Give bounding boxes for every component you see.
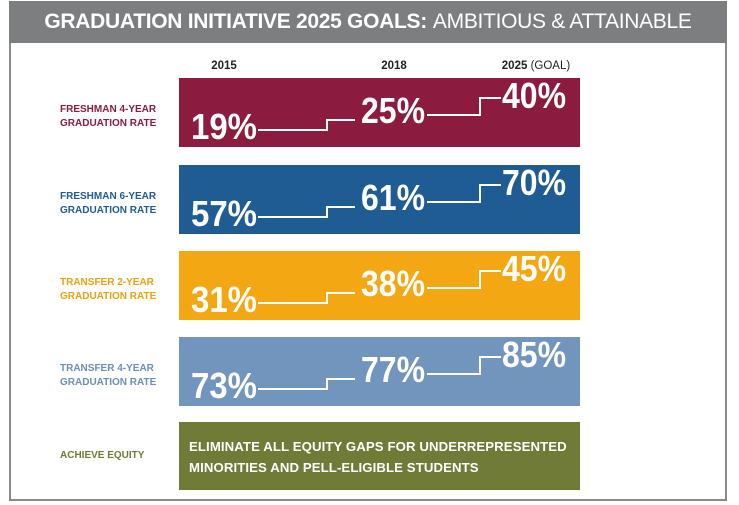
rate-bar: 31% 38% 45% xyxy=(179,251,580,320)
row-label-line: GRADUATION RATE xyxy=(60,291,157,302)
rate-bar: 73% 77% 85% xyxy=(179,337,580,406)
rate-value: 73% xyxy=(191,365,257,406)
column-year: 2015 xyxy=(211,60,237,72)
row-label-line: TRANSFER 4-YEAR xyxy=(60,363,154,374)
equity-label: ACHIEVE EQUITY xyxy=(60,450,145,461)
step-connector xyxy=(258,97,501,131)
step-connector xyxy=(258,356,501,390)
rate-value: 25% xyxy=(361,90,425,131)
column-header-2025: 2025 (GOAL) xyxy=(502,60,570,72)
equity-goal-line2: MINORITIES AND PELL-ELIGIBLE STUDENTS xyxy=(189,460,479,475)
row-label-line: GRADUATION RATE xyxy=(60,205,157,216)
rate-value: 57% xyxy=(191,193,257,234)
row-label-achieve-equity: ACHIEVE EQUITY xyxy=(60,449,176,463)
rate-value: 45% xyxy=(502,251,566,289)
chart-title-bold: GRADUATION INITIATIVE 2025 GOALS: xyxy=(44,10,427,33)
rate-value: 38% xyxy=(361,263,425,304)
column-note: (GOAL) xyxy=(530,60,571,72)
rate-value: 19% xyxy=(191,106,257,147)
step-connector xyxy=(258,270,501,304)
rate-value: 70% xyxy=(502,165,566,203)
row-label-line: GRADUATION RATE xyxy=(60,377,157,388)
rate-bar-graphic: 57% 61% 70% xyxy=(191,165,566,234)
rate-bar: 57% 61% 70% xyxy=(179,165,580,234)
rate-value: 40% xyxy=(502,78,566,116)
row-label: FRESHMAN 4-YEAR GRADUATION RATE xyxy=(60,103,176,131)
rate-value: 31% xyxy=(191,279,257,320)
column-header-2015: 2015 xyxy=(211,60,237,72)
rate-bar-graphic: 19% 25% 40% xyxy=(191,78,566,147)
rate-bar-graphic: 73% 77% 85% xyxy=(191,337,566,406)
chart-title-light: AMBITIOUS & ATTAINABLE xyxy=(432,10,692,33)
row-label-line: FRESHMAN 4-YEAR xyxy=(60,104,157,115)
column-year: 2025 xyxy=(501,60,528,72)
row-label-line: FRESHMAN 6-YEAR xyxy=(60,191,157,202)
row-label: TRANSFER 4-YEAR GRADUATION RATE xyxy=(60,362,176,390)
rate-value: 77% xyxy=(361,349,425,390)
column-year: 2018 xyxy=(381,60,407,72)
row-label-line: TRANSFER 2-YEAR xyxy=(60,277,154,288)
chart-title-banner: GRADUATION INITIATIVE 2025 GOALS: AMBITI… xyxy=(9,1,727,43)
rate-bar: 19% 25% 40% xyxy=(179,78,580,147)
row-label-line: GRADUATION RATE xyxy=(60,118,157,129)
row-label: FRESHMAN 6-YEAR GRADUATION RATE xyxy=(60,190,176,218)
rate-bar-graphic: 31% 38% 45% xyxy=(191,251,566,320)
step-connector xyxy=(258,184,501,218)
column-header-2018: 2018 xyxy=(381,60,407,72)
rate-value: 61% xyxy=(361,177,425,218)
row-label: TRANSFER 2-YEAR GRADUATION RATE xyxy=(60,276,176,304)
rate-value: 85% xyxy=(502,337,566,375)
equity-goal-line1: ELIMINATE ALL EQUITY GAPS FOR UNDERREPRE… xyxy=(189,439,567,454)
equity-goal-box: ELIMINATE ALL EQUITY GAPS FOR UNDERREPRE… xyxy=(179,422,580,490)
